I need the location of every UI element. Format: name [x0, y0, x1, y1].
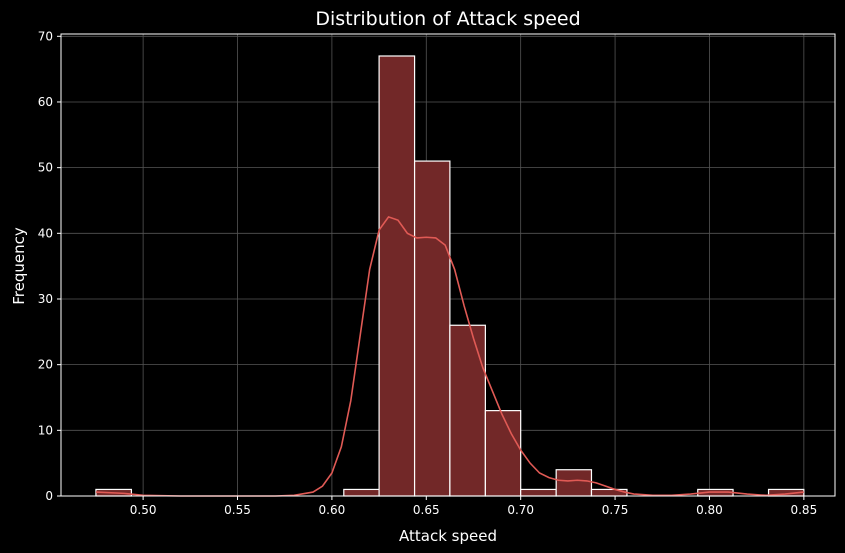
x-tick-label: 0.70: [507, 503, 534, 517]
y-tick-label: 30: [38, 292, 53, 306]
y-tick-label: 50: [38, 161, 53, 175]
x-tick-label: 0.85: [790, 503, 817, 517]
histogram-bar: [413, 160, 451, 497]
x-tick-label: 0.60: [319, 503, 346, 517]
y-tick-label: 20: [38, 358, 53, 372]
histogram-bar: [378, 55, 416, 497]
y-tick-label: 40: [38, 226, 53, 240]
histogram-bar: [484, 410, 522, 497]
kde-curve: [95, 215, 804, 497]
histogram-bar: [590, 488, 628, 497]
histogram-bars: [95, 55, 805, 497]
x-tick-label: 0.50: [130, 503, 157, 517]
x-tick-label: 0.55: [224, 503, 251, 517]
histogram-bar: [343, 488, 380, 497]
histogram-bar: [520, 488, 557, 497]
y-tick-label: 60: [38, 95, 53, 109]
histogram-bar: [555, 469, 593, 497]
x-tick-label: 0.80: [696, 503, 723, 517]
y-axis-label: Frequency: [10, 227, 28, 305]
x-tick-label: 0.65: [413, 503, 440, 517]
x-axis-ticks: 0.50 0.55 0.60 0.65 0.70 0.75 0.80 0.85: [130, 496, 817, 517]
x-axis-label: Attack speed: [399, 527, 497, 545]
y-axis-ticks: 0 10 20 30 40 50 60 70: [38, 29, 61, 503]
y-tick-label: 0: [45, 489, 53, 503]
y-tick-label: 70: [38, 29, 53, 43]
y-tick-label: 10: [38, 423, 53, 437]
histogram-bar: [449, 324, 486, 497]
plot-frame: [60, 33, 836, 497]
x-tick-label: 0.75: [602, 503, 629, 517]
chart-title: Distribution of Attack speed: [315, 8, 580, 30]
